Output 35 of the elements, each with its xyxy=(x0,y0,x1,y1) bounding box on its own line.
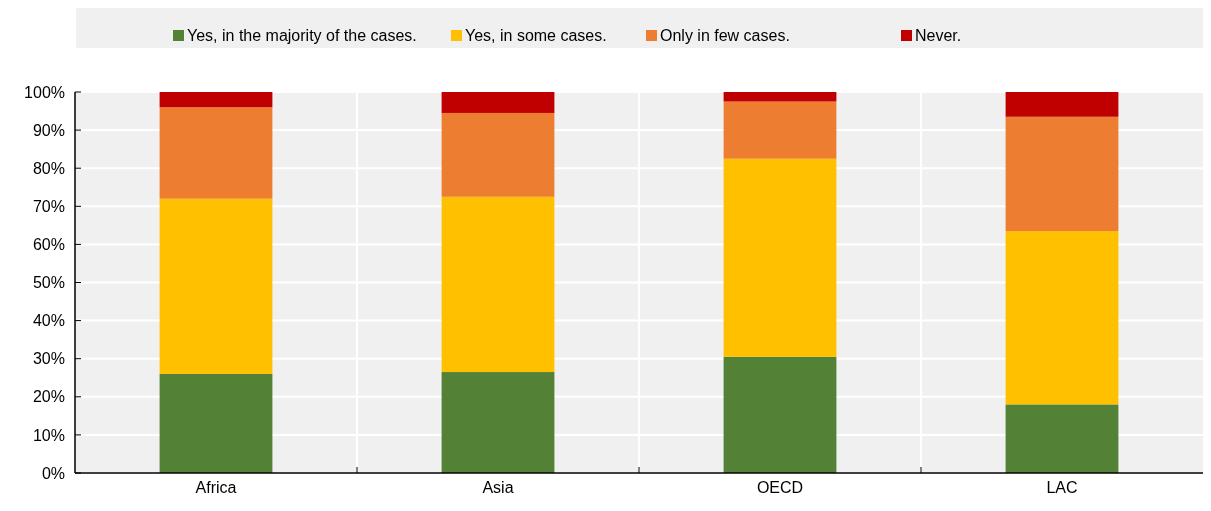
bar xyxy=(441,372,555,473)
bar xyxy=(1005,404,1119,473)
legend-label: Never. xyxy=(915,27,962,44)
y-tick-label: 30% xyxy=(32,350,65,368)
legend-label: Yes, in the majority of the cases. xyxy=(187,27,417,44)
bar xyxy=(1005,116,1119,232)
x-tick-label: Africa xyxy=(195,479,237,496)
x-tick-label: Asia xyxy=(482,479,514,496)
bar xyxy=(1005,92,1119,117)
legend-label: Only in few cases. xyxy=(660,27,790,44)
bar xyxy=(159,198,273,374)
y-tick-label: 90% xyxy=(32,121,65,139)
bar xyxy=(1005,231,1119,405)
y-tick-label: 60% xyxy=(32,236,65,253)
y-tick-label: 50% xyxy=(32,274,65,292)
bar xyxy=(441,92,555,113)
x-tick-label: LAC xyxy=(1046,479,1078,496)
x-tick-label: OECD xyxy=(756,479,804,496)
bar xyxy=(441,196,555,373)
y-tick-label: 100% xyxy=(24,83,65,101)
bar xyxy=(159,373,273,473)
y-tick-label: 70% xyxy=(32,197,65,215)
y-tick-label: 20% xyxy=(32,388,65,406)
y-tick-label: 0% xyxy=(41,464,65,482)
y-tick-label: 80% xyxy=(32,159,65,177)
legend-label: Yes, in some cases. xyxy=(465,27,607,44)
bar xyxy=(159,92,273,108)
y-tick-label: 10% xyxy=(32,426,65,444)
bar xyxy=(159,107,273,199)
bar xyxy=(723,92,837,102)
bar xyxy=(723,356,837,473)
bar xyxy=(441,112,555,197)
y-tick-label: 40% xyxy=(32,312,65,330)
bar xyxy=(723,158,837,357)
bar xyxy=(723,101,837,159)
